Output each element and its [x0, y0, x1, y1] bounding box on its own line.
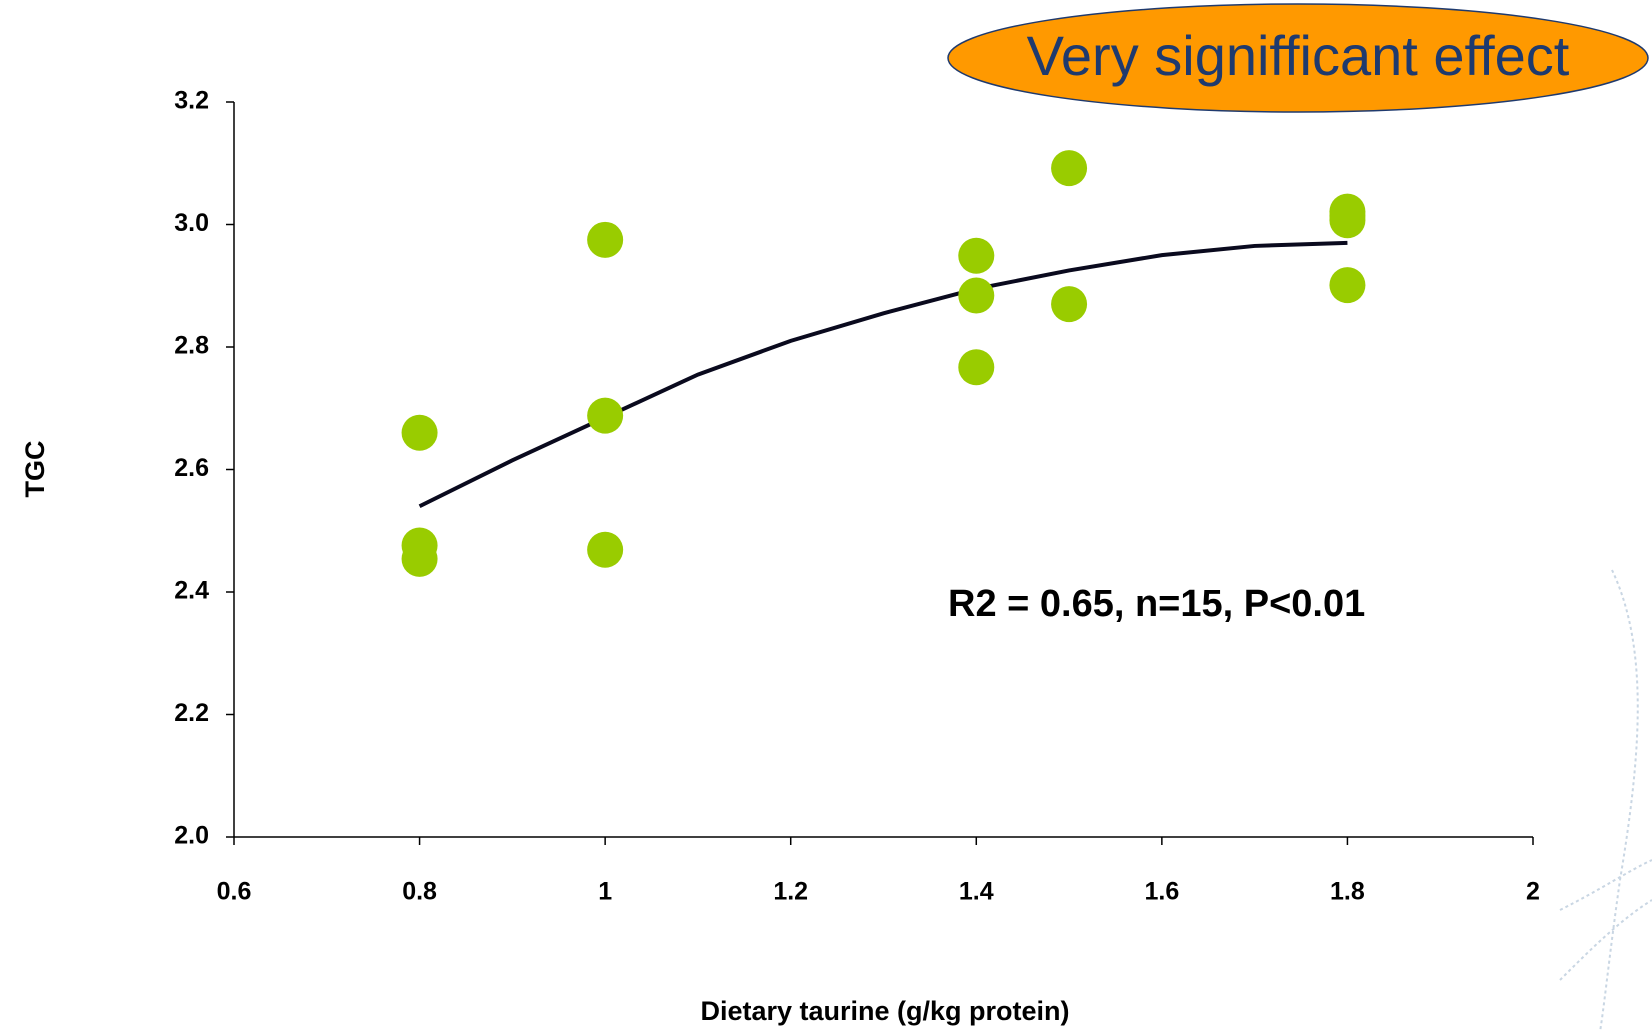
trend-line [418, 240, 1348, 509]
scatter-point [958, 237, 995, 274]
annotation: R2 = 0.65, n=15, P<0.01 [948, 583, 1365, 625]
y-tick-label: 3.2 [174, 87, 209, 115]
annotation: Very signifficant effect [1027, 24, 1570, 87]
scatter-point [401, 540, 438, 577]
y-axis-title: TGC [20, 441, 50, 498]
scatter-point [1329, 267, 1366, 304]
scatter-point [958, 277, 995, 314]
decor-curve [1559, 859, 1652, 911]
scatter-point [1329, 197, 1366, 234]
scatter-point [587, 397, 624, 434]
x-tick-label: 0.8 [402, 878, 437, 906]
scatter-point [587, 221, 624, 258]
scatter-point [1051, 286, 1088, 323]
y-tick-label: 2.8 [174, 332, 209, 360]
y-tick-label: 3.0 [174, 209, 209, 237]
decor-curve [1599, 569, 1639, 1032]
x-tick-label: 2 [1526, 878, 1540, 906]
y-tick-label: 2.4 [174, 577, 209, 605]
y-tick-label: 2.0 [174, 822, 209, 850]
y-tick-label: 2.2 [174, 699, 209, 727]
x-tick-label: 1.2 [773, 878, 808, 906]
y-tick-label: 2.6 [174, 454, 209, 482]
annotation-badge [947, 3, 1649, 113]
scatter-point [401, 414, 438, 451]
x-tick-label: 1 [598, 878, 612, 906]
x-tick-label: 1.8 [1330, 878, 1365, 906]
scatter-point [958, 349, 995, 386]
decoration [1559, 569, 1652, 1032]
scatter-point [587, 531, 624, 568]
x-axis-title: Dietary taurine (g/kg protein) [700, 996, 1069, 1026]
x-tick-label: 1.4 [959, 878, 994, 906]
scatter-point [1051, 150, 1088, 187]
decor-curve [1559, 899, 1652, 981]
x-tick-label: 1.6 [1144, 878, 1179, 906]
x-tick-label: 0.6 [217, 878, 252, 906]
